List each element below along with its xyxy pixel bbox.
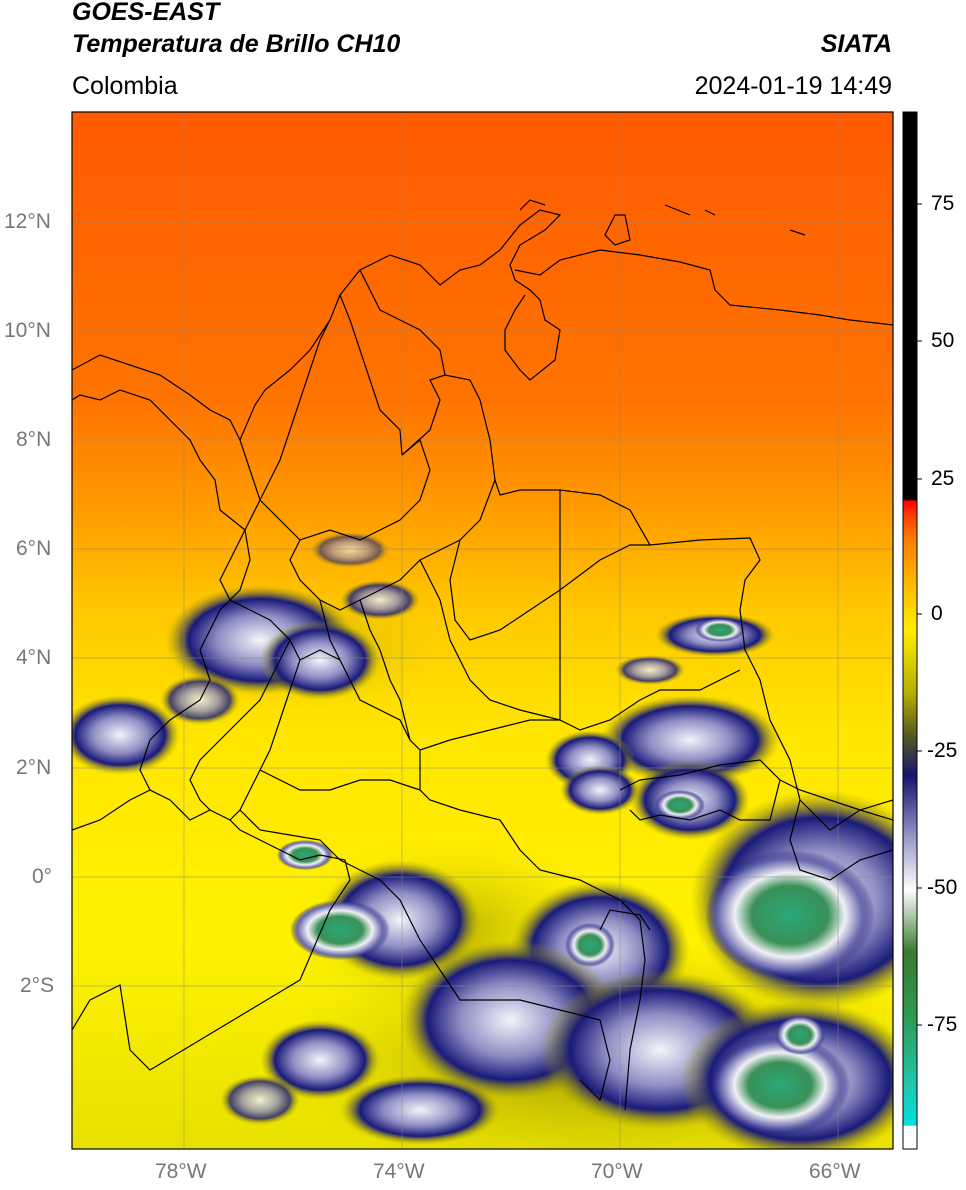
lon-tick-label: 74°W (373, 1160, 425, 1183)
lon-tick-label: 78°W (155, 1160, 207, 1183)
colorbar (902, 111, 918, 1150)
lat-tick-label: 0° (32, 865, 53, 888)
organization-label: SIATA (820, 30, 892, 58)
lat-lon-grid (72, 112, 893, 1149)
timestamp-label: 2024-01-19 14:49 (694, 72, 892, 100)
lat-tick-label: 2°N (16, 756, 52, 779)
lat-tick-label: 2°S (20, 974, 55, 997)
coastlines-borders (72, 199, 893, 1111)
product-title: Temperatura de Brillo CH10 (72, 30, 401, 58)
satellite-title: GOES-EAST (72, 0, 220, 26)
colorbar-tick-label: 75 (931, 192, 955, 215)
lat-tick-label: 4°N (16, 646, 52, 669)
colorbar-tick-label: -50 (927, 876, 958, 899)
lat-tick-label: 8°N (16, 428, 52, 451)
convective-clouds (72, 532, 893, 1149)
colorbar-tick-label: 0 (931, 602, 943, 625)
colorbar-ticks (917, 203, 922, 1026)
map-frame (71, 111, 894, 1150)
colorbar-tick-label: 50 (931, 329, 955, 352)
colorbar-tick-label: -25 (927, 739, 958, 762)
lat-tick-label: 6°N (16, 537, 52, 560)
lat-tick-label: 10°N (4, 319, 51, 342)
region-label: Colombia (72, 72, 178, 100)
lat-tick-label: 12°N (4, 210, 51, 233)
lon-tick-label: 70°W (591, 1160, 643, 1183)
colorbar-tick-label: 25 (931, 467, 955, 490)
colorbar-tick-label: -75 (927, 1013, 958, 1036)
lon-tick-label: 66°W (809, 1160, 861, 1183)
